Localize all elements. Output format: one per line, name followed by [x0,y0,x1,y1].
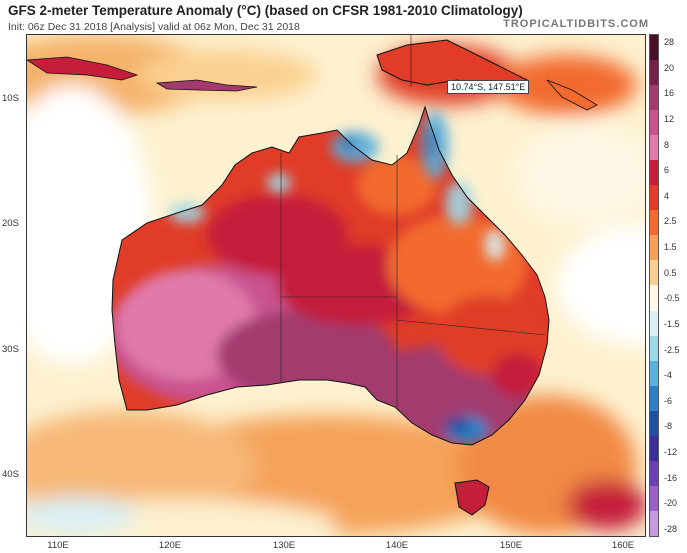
colorbar-segment [650,85,658,111]
colorbar-segment [650,210,658,236]
lat-label-40s: 40S [2,469,19,480]
colorbar-segment [650,460,658,486]
colorbar-tick-label: 4 [664,190,670,201]
colorbar-segment [650,110,658,136]
colorbar-tick-label: 6 [664,165,670,176]
colorbar-segment [650,335,658,361]
colorbar-segment [650,285,658,311]
colorbar-tick-label: -0.5 [664,293,680,304]
anomaly-map[interactable] [26,34,646,537]
lat-label-20s: 20S [2,218,19,229]
colorbar-segment [650,485,658,511]
colorbar-segment [650,135,658,161]
colorbar-tick-label: 12 [664,113,675,124]
colorbar-tick-label: 0.5 [664,267,677,278]
brand-watermark: TROPICALTIDBITS.COM [503,18,649,30]
colorbar-tick-label: 28 [664,37,675,47]
colorbar-tick-label: -6 [664,395,673,406]
colorbar-tick-label: -16 [664,472,678,483]
lon-label-140e: 140E [385,540,409,551]
colorbar-tick-label: -2.5 [664,344,680,355]
colorbar-tick-label: -1.5 [664,318,680,329]
colorbar-tick-label: 1.5 [664,242,677,253]
colorbar-segment [650,185,658,211]
colorbar-tick-label: 16 [664,88,675,99]
colorbar [649,34,659,537]
colorbar-segment [650,385,658,411]
map-title: GFS 2-meter Temperature Anomaly (°C) (ba… [8,3,523,18]
colorbar-segment [650,35,658,61]
colorbar-segment [650,235,658,261]
colorbar-segment [650,60,658,86]
colorbar-tick-label: -4 [664,370,673,381]
lon-label-110e: 110E [47,540,69,551]
colorbar-segment [650,310,658,336]
lon-label-150e: 150E [499,540,523,551]
colorbar-tick-label: -28 [664,524,678,534]
lon-label-130e: 130E [272,540,296,551]
colorbar-tick-label: 8 [664,139,670,150]
coordinate-readout: 10.74°S, 147.51°E [447,80,530,94]
colorbar-tick-label: -12 [664,447,678,458]
lon-label-160e: 160E [611,540,635,551]
map-subtitle: Init: 06z Dec 31 2018 [Analysis] valid a… [8,21,300,33]
colorbar-tick-label: -8 [664,421,673,432]
colorbar-segment [650,360,658,386]
lon-label-120e: 120E [158,540,182,551]
colorbar-tick-label: 20 [664,62,675,73]
colorbar-tick-label: -20 [664,498,678,509]
lat-label-30s: 30S [2,344,19,355]
colorbar-segment [650,260,658,286]
lat-label-10s: 10S [2,93,19,104]
colorbar-segment [650,435,658,461]
map-canvas [27,35,645,536]
colorbar-tick-label: 2.5 [664,216,677,227]
colorbar-segment [650,410,658,436]
colorbar-segment [650,160,658,186]
colorbar-segment [650,510,658,536]
